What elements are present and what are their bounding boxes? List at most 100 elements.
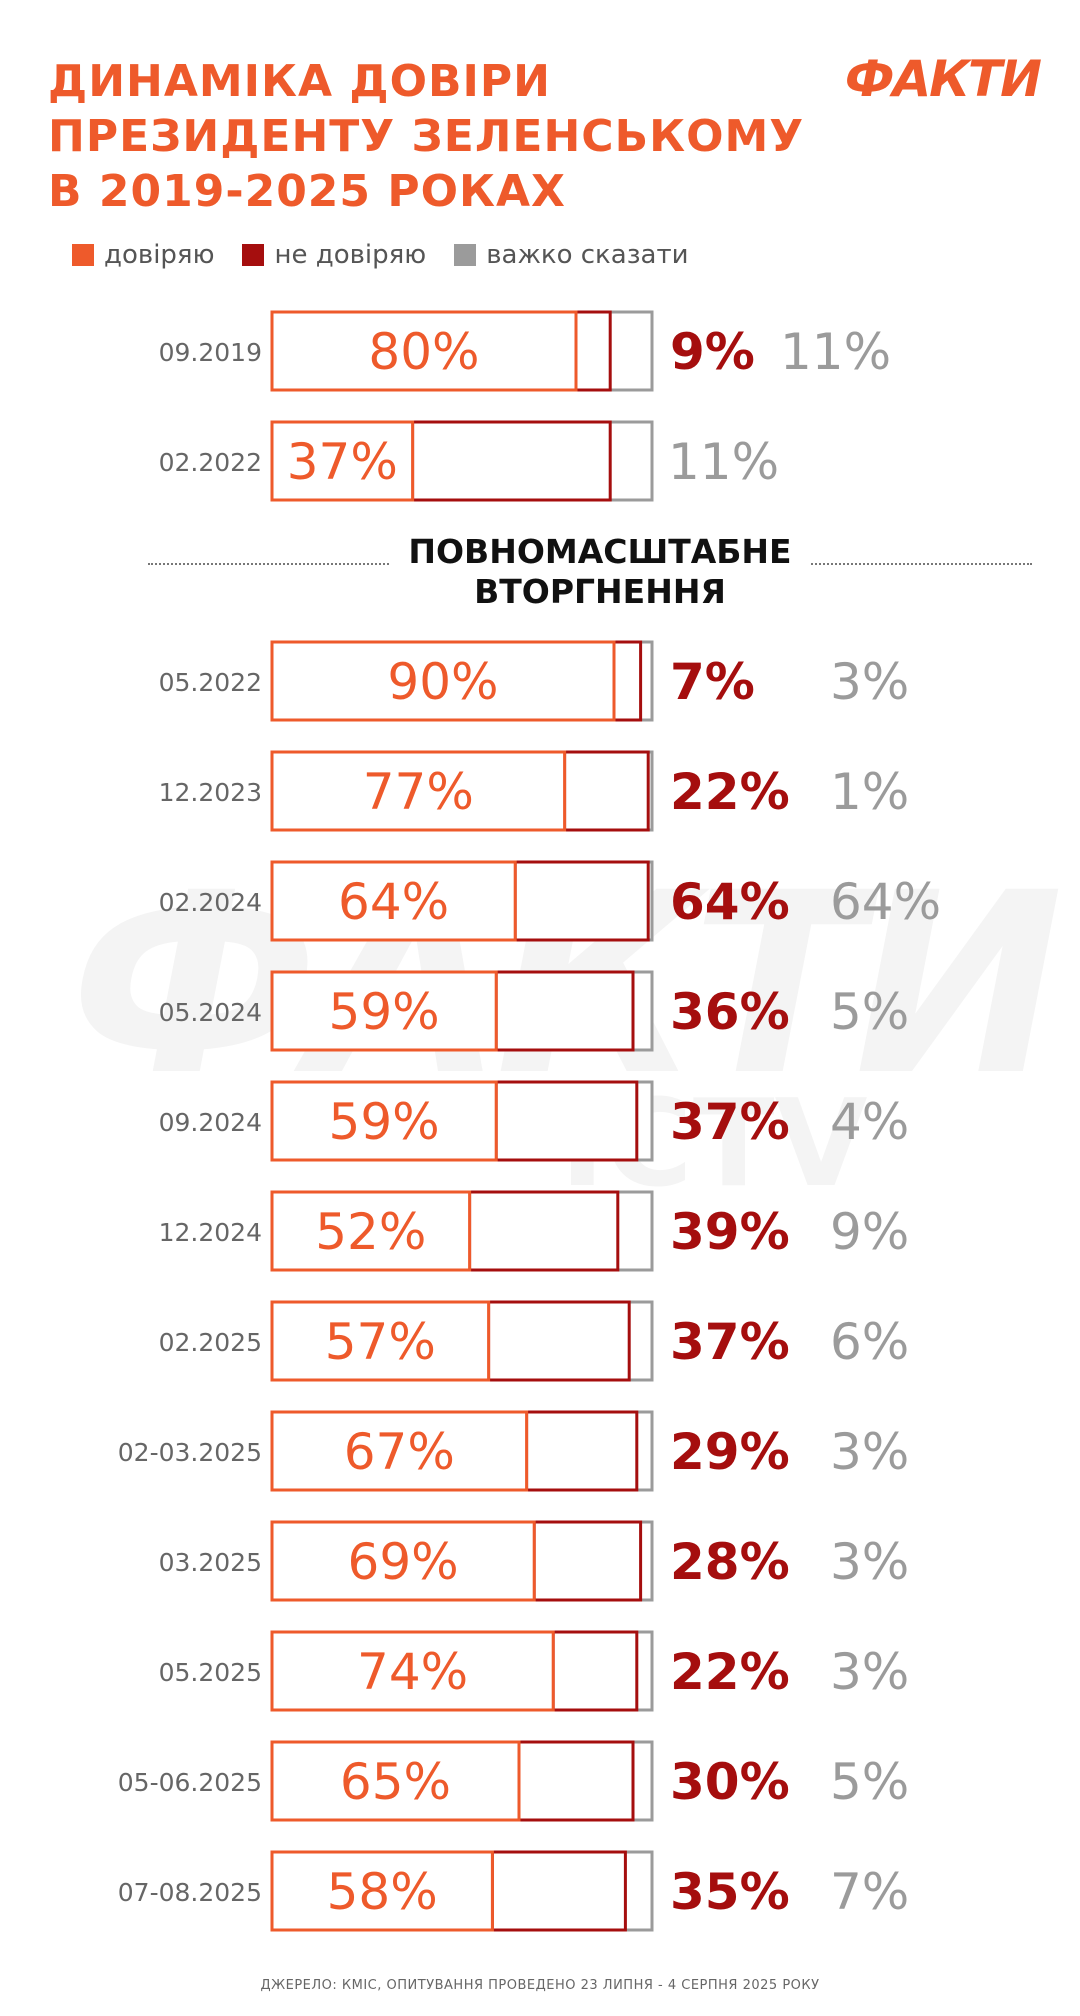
value-distrust-6: 37%: [670, 1093, 790, 1151]
value-trust-3: 77%: [363, 763, 474, 821]
bar-trust-12: [270, 1740, 521, 1822]
value-trust-10: 69%: [348, 1533, 459, 1591]
bar-trust-9: [270, 1410, 529, 1492]
value-hard-7: 9%: [830, 1203, 909, 1261]
bar-distrust-8: [487, 1300, 631, 1382]
bar-distrust-9: [525, 1410, 639, 1492]
value-distrust-5: 36%: [670, 983, 790, 1041]
value-hard-12: 5%: [830, 1753, 909, 1811]
row-label-8: 02.2025: [159, 1328, 262, 1357]
divider-line-2: ВТОРГНЕННЯ: [474, 572, 726, 611]
value-trust-11: 74%: [357, 1643, 468, 1701]
value-distrust-13: 35%: [670, 1863, 790, 1921]
bar-trust-5: [270, 970, 498, 1052]
value-trust-5: 59%: [329, 983, 440, 1041]
value-hard-5: 5%: [830, 983, 909, 1041]
value-hard-13: 7%: [830, 1863, 909, 1921]
bar-trust-0: [270, 310, 578, 392]
legend-item-trust: довіряю: [72, 240, 214, 270]
value-hard-4: 64%: [830, 873, 941, 931]
bar-trust-8: [270, 1300, 491, 1382]
value-distrust-2: 7%: [670, 653, 755, 711]
legend-swatch-hard: [454, 244, 477, 266]
row-label-6: 09.2024: [159, 1108, 262, 1137]
bar-trust-7: [270, 1190, 472, 1272]
value-distrust-4: 64%: [670, 873, 790, 931]
legend-label-distrust: не довіряю: [274, 240, 427, 270]
value-hard-6: 4%: [830, 1093, 909, 1151]
value-trust-9: 67%: [344, 1423, 455, 1481]
row-label-13: 07-08.2025: [118, 1878, 262, 1907]
value-hard-2: 3%: [830, 653, 909, 711]
legend-label-hard: важко сказати: [486, 240, 689, 270]
value-trust-7: 52%: [315, 1203, 426, 1261]
legend-label-trust: довіряю: [104, 240, 215, 270]
bar-distrust-5: [494, 970, 635, 1052]
row-label-12: 05-06.2025: [118, 1768, 262, 1797]
row-label-4: 02.2024: [159, 888, 262, 917]
value-hard-11: 3%: [830, 1643, 909, 1701]
value-trust-8: 57%: [325, 1313, 436, 1371]
bar-distrust-12: [517, 1740, 635, 1822]
bar-trust-4: [270, 860, 517, 942]
divider-line-1: ПОВНОМАСШТАБНЕ: [408, 532, 792, 571]
bar-trust-6: [270, 1080, 498, 1162]
row-label-10: 03.2025: [159, 1548, 262, 1577]
title-line-1: ДИНАМІКА ДОВІРИ: [48, 56, 551, 107]
bar-trust-11: [270, 1630, 555, 1712]
value-trust-13: 58%: [327, 1863, 438, 1921]
title-line-3: В 2019-2025 РОКАХ: [48, 166, 566, 217]
value-distrust-12: 30%: [670, 1753, 790, 1811]
row-label-1: 02.2022: [159, 448, 262, 477]
row-label-2: 05.2022: [159, 668, 262, 697]
value-trust-4: 64%: [338, 873, 449, 931]
value-hard-10: 3%: [830, 1533, 909, 1591]
title-line-2: ПРЕЗИДЕНТУ ЗЕЛЕНСЬКОМУ: [48, 111, 805, 162]
value-trust-2: 90%: [387, 653, 498, 711]
value-distrust-10: 28%: [670, 1533, 790, 1591]
value-trust-0: 80%: [368, 323, 479, 381]
bar-distrust-11: [551, 1630, 639, 1712]
value-distrust-11: 22%: [670, 1643, 790, 1701]
value-distrust-0: 9%: [670, 323, 755, 381]
value-distrust-8: 37%: [670, 1313, 790, 1371]
row-label-11: 05.2025: [159, 1658, 262, 1687]
bar-distrust-10: [532, 1520, 643, 1602]
legend-item-hard: важко сказати: [454, 240, 689, 270]
value-trust-12: 65%: [340, 1753, 451, 1811]
bar-trust-2: [270, 640, 616, 722]
bar-distrust-4: [513, 860, 650, 942]
bar-distrust-3: [563, 750, 650, 832]
legend-swatch-distrust: [242, 244, 265, 266]
chart-legend: довіряю не довіряю важко сказати: [72, 240, 689, 270]
value-hard-1: 11%: [668, 433, 779, 491]
row-label-7: 12.2024: [159, 1218, 262, 1247]
bar-distrust-2: [612, 640, 643, 722]
bar-trust-13: [270, 1850, 494, 1932]
bar-trust-1: [270, 420, 415, 502]
legend-swatch-trust: [72, 244, 94, 266]
value-hard-3: 1%: [830, 763, 909, 821]
brand-logo: ФАКТИ: [844, 50, 1042, 108]
value-hard-0: 11%: [780, 323, 891, 381]
source-note: ДЖЕРЕЛО: КМІС, ОПИТУВАННЯ ПРОВЕДЕНО 23 Л…: [260, 1978, 820, 1993]
value-distrust-7: 39%: [670, 1203, 790, 1261]
value-trust-1: 37%: [287, 433, 398, 491]
invasion-divider-label: ПОВНОМАСШТАБНЕ ВТОРГНЕННЯ: [390, 532, 810, 612]
bar-distrust-13: [490, 1850, 627, 1932]
bar-trust-3: [270, 750, 567, 832]
bar-distrust-0: [574, 310, 612, 392]
value-hard-8: 6%: [830, 1313, 909, 1371]
legend-item-distrust: не довіряю: [242, 240, 426, 270]
value-distrust-3: 22%: [670, 763, 790, 821]
bar-distrust-6: [494, 1080, 639, 1162]
row-label-5: 05.2024: [159, 998, 262, 1027]
row-label-9: 02-03.2025: [118, 1438, 262, 1467]
page-title: ДИНАМІКА ДОВІРИ ПРЕЗИДЕНТУ ЗЕЛЕНСЬКОМУ В…: [48, 54, 804, 219]
value-distrust-9: 29%: [670, 1423, 790, 1481]
bar-distrust-1: [411, 420, 612, 502]
bar-distrust-7: [468, 1190, 620, 1272]
row-label-3: 12.2023: [159, 778, 262, 807]
row-label-0: 09.2019: [159, 338, 262, 367]
